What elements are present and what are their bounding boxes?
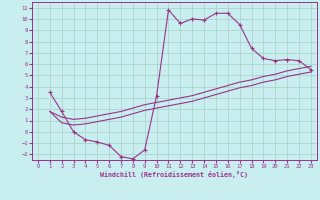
X-axis label: Windchill (Refroidissement éolien,°C): Windchill (Refroidissement éolien,°C) bbox=[100, 171, 248, 178]
